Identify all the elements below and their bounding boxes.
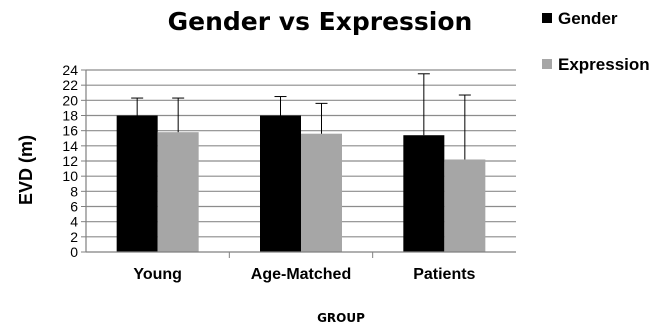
- y-tick-label: 4: [70, 214, 78, 230]
- category-label: Patients: [413, 266, 475, 283]
- y-tick-label: 14: [62, 138, 78, 154]
- chart-title: Gender vs Expression: [168, 7, 473, 36]
- legend: Gender Expression: [542, 9, 650, 74]
- bar-gender-patients: [403, 135, 445, 252]
- y-tick-label: 24: [62, 62, 78, 78]
- y-tick-label: 16: [62, 123, 78, 139]
- category-label: Young: [133, 266, 182, 283]
- y-tick-label: 2: [70, 229, 78, 245]
- error-bars: [131, 73, 471, 160]
- bar-expression-patients: [444, 159, 486, 252]
- x-axis-label: GROUP: [317, 311, 365, 325]
- y-tick-label: 0: [70, 244, 78, 260]
- legend-label-gender: Gender: [558, 9, 618, 28]
- y-tick-label: 22: [62, 77, 78, 93]
- bar-gender-age-matched: [260, 115, 301, 252]
- y-tick-label: 6: [70, 199, 78, 215]
- legend-swatch-gender: [542, 13, 552, 23]
- bar-gender-young: [116, 115, 158, 252]
- legend-swatch-expression: [542, 59, 552, 69]
- legend-label-expression: Expression: [558, 55, 650, 74]
- y-tick-label: 18: [62, 108, 78, 124]
- category-label: Age-Matched: [251, 266, 351, 283]
- category-labels: Young Age-Matched Patients: [133, 266, 475, 283]
- y-tick-label: 8: [70, 183, 78, 199]
- bars: [116, 115, 486, 252]
- bar-expression-young: [157, 132, 199, 252]
- bar-expression-age-matched: [301, 133, 342, 252]
- y-axis-label: EVD (m): [16, 135, 36, 205]
- y-tick-label: 12: [62, 153, 78, 169]
- axes: [85, 70, 516, 258]
- y-tick-label: 20: [62, 92, 78, 108]
- y-tick-label: 10: [62, 168, 78, 184]
